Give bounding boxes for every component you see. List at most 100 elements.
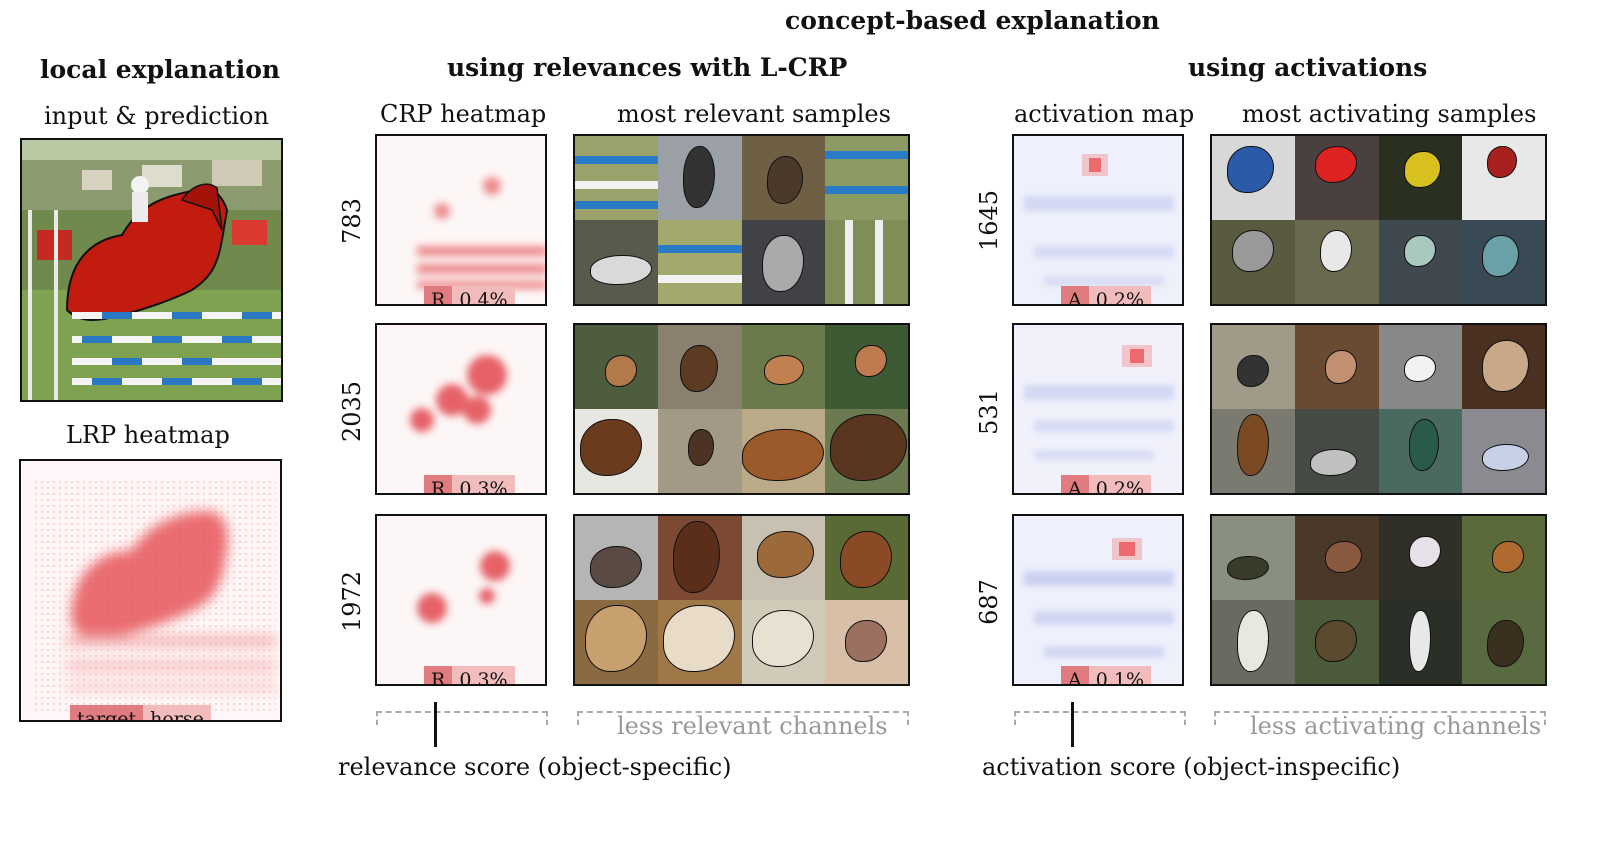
sample-image — [1461, 325, 1545, 409]
lrp-heatmap-label: LRP heatmap — [66, 421, 230, 449]
score-value: 0.3% — [452, 475, 515, 493]
sample-image — [658, 409, 742, 493]
score-key: A — [1061, 475, 1089, 493]
sample-image — [575, 600, 659, 684]
sample-image — [1461, 409, 1545, 493]
sample-image — [741, 600, 825, 684]
sample-image — [741, 325, 825, 409]
sample-image — [1295, 220, 1379, 304]
sample-image — [741, 409, 825, 493]
activation-score-pointer — [1071, 702, 1074, 747]
less-activating-map-dashed — [1014, 711, 1186, 725]
sample-image — [1295, 516, 1379, 600]
sample-image — [1378, 516, 1462, 600]
relevance-group-title: using relevances with L-CRP — [447, 53, 848, 82]
sample-image — [1212, 600, 1296, 684]
sample-image — [1378, 600, 1462, 684]
score-key: A — [1061, 666, 1089, 684]
sample-image — [741, 516, 825, 600]
sample-image — [824, 516, 908, 600]
sample-image — [1212, 136, 1296, 220]
activation-score-badge-1: A 0.2% — [1061, 286, 1152, 304]
activation-group-title: using activations — [1188, 53, 1428, 82]
activation-map-3: A 0.1% — [1012, 514, 1184, 686]
sample-image — [1378, 220, 1462, 304]
relevance-score-caption: relevance score (object-specific) — [338, 753, 732, 781]
sample-image — [1461, 600, 1545, 684]
local-explanation-title: local explanation — [40, 55, 281, 84]
sample-image — [658, 516, 742, 600]
sample-image — [1378, 325, 1462, 409]
sample-image — [824, 409, 908, 493]
activation-map-3-graphic — [1014, 516, 1182, 684]
sample-image — [1295, 325, 1379, 409]
less-relevant-crp-dashed — [376, 711, 548, 725]
sample-image — [575, 220, 659, 304]
crp-heatmap-2-graphic — [377, 325, 545, 493]
sample-image — [741, 220, 825, 304]
sample-image — [575, 516, 659, 600]
sample-image — [1461, 516, 1545, 600]
sample-image — [824, 325, 908, 409]
concept-based-title: concept-based explanation — [785, 6, 1160, 35]
score-key: R — [424, 475, 453, 493]
sample-image — [741, 136, 825, 220]
crp-heatmap-3: R 0.3% — [375, 514, 547, 686]
less-relevant-samples-dashed — [577, 711, 909, 725]
activating-samples-grid-2 — [1210, 323, 1547, 495]
input-prediction-label: input & prediction — [44, 102, 269, 130]
less-activating-samples-dashed — [1214, 711, 1546, 725]
sample-image — [1295, 136, 1379, 220]
activating-samples-grid-1 — [1210, 134, 1547, 306]
sample-image — [575, 409, 659, 493]
activation-channel-label-1: 1645 — [975, 189, 1003, 251]
activation-channel-label-3: 687 — [975, 579, 1003, 625]
activation-channel-label-2: 531 — [975, 389, 1003, 435]
relevance-channel-label-1: 783 — [338, 198, 366, 244]
relevance-channel-label-3: 1972 — [338, 570, 366, 632]
relevant-samples-grid-3 — [573, 514, 910, 686]
sample-image — [824, 220, 908, 304]
lrp-heatmap: target horse — [19, 459, 282, 722]
target-value: horse — [143, 705, 211, 720]
sample-image — [1461, 136, 1545, 220]
sample-image — [1212, 325, 1296, 409]
score-value: 0.2% — [1088, 475, 1152, 493]
crp-heatmap-2: R 0.3% — [375, 323, 547, 495]
activation-map-2-graphic — [1014, 325, 1182, 493]
sample-image — [575, 325, 659, 409]
activation-map-1: A 0.2% — [1012, 134, 1184, 306]
activating-samples-grid-3 — [1210, 514, 1547, 686]
crp-heatmap-1-graphic — [377, 136, 545, 304]
activation-map-1-graphic — [1014, 136, 1182, 304]
score-key: R — [424, 286, 453, 304]
sample-image — [824, 136, 908, 220]
activation-map-2: A 0.2% — [1012, 323, 1184, 495]
score-value: 0.2% — [1088, 286, 1152, 304]
target-key: target — [70, 705, 144, 720]
relevance-score-pointer — [434, 702, 437, 747]
sample-image — [824, 600, 908, 684]
score-key: A — [1061, 286, 1089, 304]
crp-score-badge-2: R 0.3% — [424, 475, 515, 493]
activation-score-badge-2: A 0.2% — [1061, 475, 1152, 493]
sample-image — [1295, 600, 1379, 684]
crp-heatmap-3-graphic — [377, 516, 545, 684]
less-activating-channels-label: less activating channels — [1250, 712, 1542, 740]
crp-heatmap-1: R 0.4% — [375, 134, 547, 306]
sample-image — [575, 136, 659, 220]
sample-image — [658, 600, 742, 684]
sample-image — [1295, 409, 1379, 493]
relevant-samples-grid-2 — [573, 323, 910, 495]
sample-image — [658, 220, 742, 304]
activation-score-caption: activation score (object-inspecific) — [982, 753, 1401, 781]
sample-image — [1212, 516, 1296, 600]
relevant-samples-grid-1 — [573, 134, 910, 306]
sample-image — [1212, 220, 1296, 304]
activation-map-label: activation map — [1014, 100, 1195, 128]
activation-score-badge-3: A 0.1% — [1061, 666, 1152, 684]
score-value: 0.1% — [1088, 666, 1152, 684]
lrp-heatmap-graphic — [21, 461, 280, 720]
score-key: R — [424, 666, 453, 684]
sample-image — [1378, 409, 1462, 493]
